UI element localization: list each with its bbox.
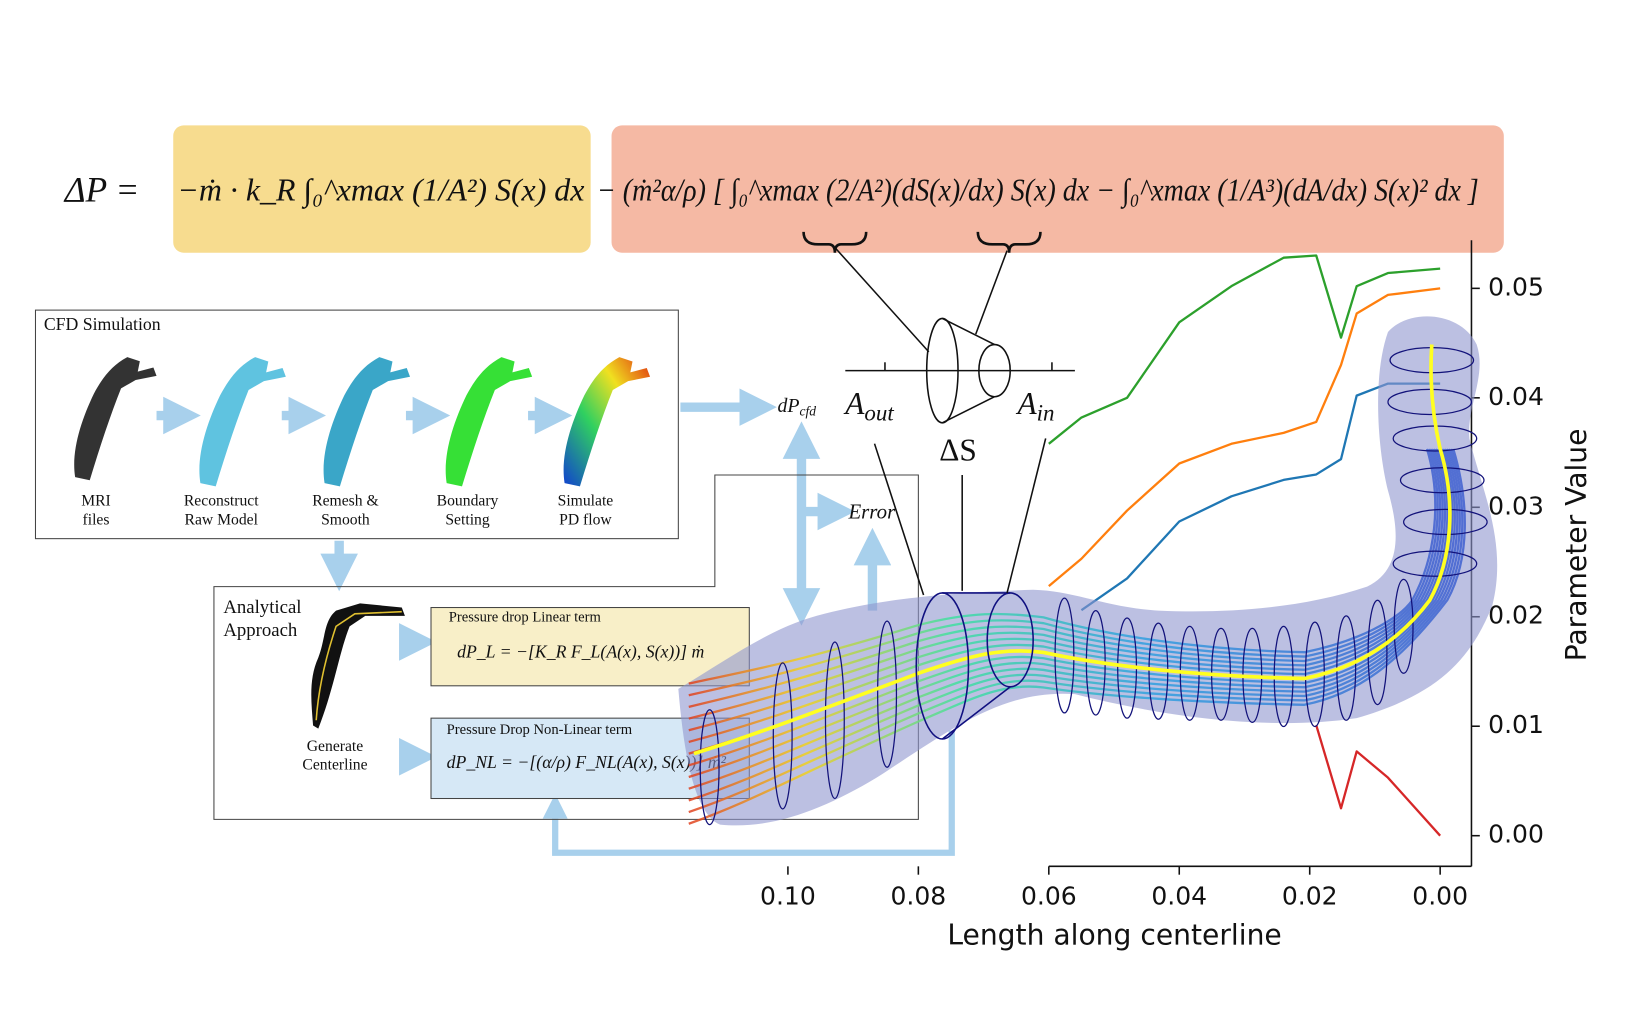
step-label: MRI [81, 493, 111, 510]
step-label: Reconstruct [184, 493, 259, 510]
equation-linear: −ṁ · k_R ∫₀^xmax (1/A²) S(x) dx [177, 172, 584, 209]
symbol: A [1015, 386, 1037, 421]
step-label: Remesh & [312, 493, 378, 510]
cfd-title: CFD Simulation [44, 314, 161, 334]
cone-edge [942, 396, 995, 424]
frustum-edge [941, 686, 1011, 740]
centerline-label: Centerline [302, 757, 367, 774]
arrows [320, 388, 955, 856]
streamline [688, 448, 1456, 779]
vessel-ring [1392, 550, 1478, 577]
leader [975, 250, 1008, 335]
vessel-ring [699, 709, 720, 826]
nonlinear-formula: dP_NL = −[(α/ρ) F_NL(A(x), S(x))] ṁ² [447, 752, 727, 772]
step-label: Raw Model [185, 512, 259, 529]
brace [802, 231, 868, 253]
analytical-title: Approach [223, 620, 298, 641]
subscript: cfd [799, 403, 816, 418]
series-line [1315, 724, 1442, 837]
chart: Length along centerline Parameter Value … [760, 240, 1593, 951]
y-tick-label: 0.01 [1488, 710, 1544, 739]
series-line [1080, 382, 1441, 612]
series-line [1048, 287, 1441, 587]
x-tick-label: 0.02 [1282, 882, 1338, 911]
analytical-box [213, 474, 919, 820]
equation: ΔP = −ṁ · k_R ∫₀^xmax (1/A²) S(x) dx − (… [63, 125, 1504, 253]
dp-cfd-label: dPcfd [777, 395, 816, 419]
streamline [688, 448, 1447, 732]
y-axis-label: Parameter Value [1560, 429, 1593, 662]
series-line [1048, 254, 1441, 445]
centerline [693, 344, 1452, 756]
streamline [688, 448, 1437, 685]
y-tick-label: 0.02 [1488, 601, 1544, 630]
streamline [688, 448, 1449, 744]
y-tick-label: 0.04 [1488, 382, 1544, 411]
equation-nonlinear: − (ṁ²α/ρ) [ ∫₀^xmax (2/A²)(dS(x)/dx) S(x… [597, 172, 1479, 209]
feedback-arrow [542, 730, 955, 856]
delta-s-label: ΔS [939, 432, 977, 467]
step-icon [445, 357, 533, 487]
centerline-label: Generate [307, 738, 363, 755]
streamline [688, 448, 1454, 767]
x-tick-label: 0.08 [890, 882, 946, 911]
vessel-ring [877, 620, 898, 768]
leader [873, 443, 925, 596]
subscript: in [1037, 401, 1055, 426]
vessel-ring [1367, 599, 1388, 706]
a-out-label: Aout [843, 386, 894, 425]
linear-title: Pressure drop Linear term [449, 609, 602, 625]
step-label: PD flow [559, 512, 612, 529]
step-icon [563, 357, 651, 487]
x-tick-label: 0.10 [760, 882, 816, 911]
x-tick-label: 0.04 [1151, 882, 1207, 911]
y-tick-label: 0.05 [1488, 272, 1544, 301]
vessel-ring [1399, 467, 1485, 494]
step-icon [199, 357, 286, 487]
centerline-icon [311, 603, 405, 729]
linear-box [430, 607, 750, 687]
brace [976, 231, 1042, 253]
cfd-panel: CFD Simulation MRI files Reconstruct Raw Mo… [34, 309, 679, 540]
linear-highlight [173, 125, 591, 253]
linear-formula: dP_L = −[K_R F_L(A(x), S(x))] ṁ [457, 642, 704, 662]
symbol: A [843, 386, 865, 421]
step-label: Simulate [558, 493, 614, 510]
symbol: dP [777, 395, 799, 417]
vessel-render [678, 316, 1498, 826]
vessel-ring [824, 641, 845, 800]
equation-lhs: ΔP = [63, 169, 140, 209]
step-icon [323, 357, 411, 487]
cone-schematic [834, 246, 1075, 596]
vessel-ring [1393, 578, 1414, 674]
nonlinear-title: Pressure Drop Non-Linear term [447, 722, 633, 738]
step-label: files [83, 512, 110, 529]
y-tick-label: 0.03 [1488, 491, 1544, 520]
error-label: Error [847, 499, 896, 523]
step-icon [74, 357, 157, 481]
y-tick-label: 0.00 [1488, 820, 1544, 849]
cone-edge [942, 317, 995, 346]
vessel-ring [1403, 508, 1488, 536]
step-label: Setting [445, 512, 489, 529]
vessel-ring [772, 662, 793, 810]
x-axis-label: Length along centerline [947, 918, 1281, 951]
step-label: Boundary [437, 493, 499, 510]
nonlinear-highlight [611, 125, 1504, 253]
streamline [688, 448, 1459, 790]
a-in-label: Ain [1015, 386, 1054, 425]
step-label: Smooth [321, 512, 370, 529]
leader [834, 246, 930, 353]
subscript: out [864, 401, 894, 426]
x-tick-label: 0.00 [1412, 882, 1468, 911]
centerline-icon-line [315, 610, 402, 721]
analytical-title: Analytical [223, 597, 301, 618]
streamline [688, 448, 1461, 802]
x-tick-label: 0.06 [1021, 882, 1077, 911]
leader [1006, 438, 1047, 594]
vessel-ring [1387, 388, 1473, 416]
